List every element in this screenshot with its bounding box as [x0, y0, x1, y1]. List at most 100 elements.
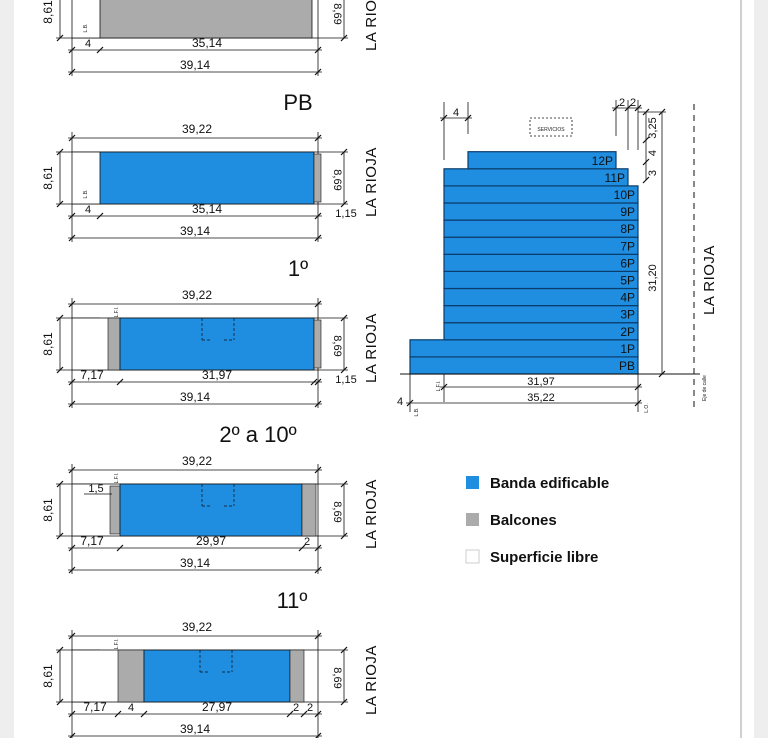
dim-tick: [642, 158, 650, 166]
dim-inner-label: 4: [128, 702, 134, 714]
floor-label: 8P: [620, 222, 635, 236]
dim-right-label: 8,69: [331, 501, 343, 522]
floor-row-9P: [443, 202, 639, 221]
dim-right-small2-label: 2: [307, 702, 313, 714]
buildable-band: [119, 483, 303, 537]
lb-label: L.B.: [83, 24, 89, 33]
legend-label: Balcones: [490, 512, 557, 529]
plan-title: PB: [283, 90, 312, 115]
dim-left-label: 7,17: [83, 700, 107, 714]
core-outline: [201, 318, 235, 341]
setback-label: 4: [453, 107, 459, 119]
dim-tick: [658, 370, 666, 378]
dim-total-top-label: 39,22: [182, 620, 212, 634]
floor-row-3P: [443, 305, 639, 324]
section-street-label: LA RIOJA: [701, 245, 718, 315]
floor-plans: 8,61 L.B. 8,69 LA RIOJA 4 35,14 39,14 PB 39,22 8,…: [41, 0, 380, 738]
dim-total-bottom-label: 39,14: [180, 224, 210, 238]
dim-mid-label: 31,97: [202, 368, 232, 382]
lfi-label: L.F.I.: [114, 639, 120, 650]
floor-label: 5P: [620, 274, 635, 288]
dim-total-top-label: 39,22: [182, 454, 212, 468]
floor-row-1P: [409, 339, 639, 358]
balcony-strip: [117, 649, 145, 703]
scan-frame-right: [754, 0, 768, 738]
dim-right-label: 8,69: [331, 335, 343, 356]
dim-total-bottom-label: 39,14: [180, 556, 210, 570]
dim-bottom-mid-label: 31,97: [527, 376, 555, 388]
dim-tick: [140, 710, 148, 718]
dim-mid-label: 35,14: [192, 202, 222, 216]
legend-swatch-balcony: [466, 513, 479, 526]
section-lfi-label: L.F.I.: [436, 381, 442, 392]
dim-tick: [612, 104, 620, 112]
balcony-strip: [107, 317, 121, 371]
dim-total-top-label: 39,22: [182, 288, 212, 302]
legend: Banda edificable Balcones Superficie libre: [465, 475, 609, 566]
floor-label: 11P: [605, 171, 625, 185]
dim-tick: [440, 383, 448, 391]
dim-right-label: 8,69: [331, 169, 343, 190]
lb-label: L.B.: [83, 190, 89, 199]
floor-label: 9P: [620, 205, 635, 219]
dim-tick: [114, 710, 122, 718]
dim-mid-label: 29,97: [196, 534, 226, 548]
dim-left-label: 7,17: [80, 368, 104, 382]
legend-swatch-free: [465, 549, 480, 564]
dim-tick: [96, 46, 104, 54]
dim-tick: [634, 383, 642, 391]
dim-tick: [440, 114, 448, 122]
dim-tick: [634, 399, 642, 407]
floor-label: 12P: [592, 154, 613, 168]
top-right2-label: 2: [630, 97, 636, 109]
floor-row-12P: [467, 151, 617, 170]
legend-swatch-buildable: [466, 476, 479, 489]
floor-row-2P: [443, 322, 639, 341]
legend-label: Banda edificable: [490, 475, 609, 492]
floor-row-PB: [409, 356, 639, 375]
servicios-label: SERVICIOS: [537, 127, 565, 133]
floor-row-8P: [443, 219, 639, 238]
balcony-strip: [313, 319, 322, 369]
core-outline: [201, 484, 235, 507]
dim-depth-label: 8,61: [41, 166, 55, 190]
floor-row-11P: [443, 168, 629, 187]
dim-total-top-label: 39,22: [182, 122, 212, 136]
dim-total-bottom-label: 39,14: [180, 58, 210, 72]
dim-h1-label: 3,25: [647, 117, 659, 138]
dim-depth-label: 8,61: [41, 664, 55, 688]
street-label: LA RIOJA: [363, 147, 380, 217]
floor-row-7P: [443, 236, 639, 255]
dim-left-label: 4: [85, 204, 91, 216]
dim-tick: [116, 544, 124, 552]
street-label: LA RIOJA: [363, 645, 380, 715]
street-label: LA RIOJA: [363, 479, 380, 549]
balcony-strip: [301, 483, 317, 537]
plan-title: 1º: [288, 256, 308, 281]
floor-label: 3P: [620, 308, 635, 322]
dim-tick: [286, 710, 294, 718]
balcony-strip: [313, 153, 322, 203]
dim-h2-label: 4: [647, 150, 659, 156]
floor-label: 2P: [620, 325, 635, 339]
floor-label: 1P: [620, 342, 635, 356]
dim-right-small-label: 2: [304, 536, 310, 548]
balcony-strip: [289, 649, 305, 703]
top-right-label: 2: [619, 97, 625, 109]
floor-label: 4P: [620, 291, 635, 305]
servicios-box: [529, 117, 573, 137]
floor-plan-1: PB 39,22 8,61 L.B. 8,69 LA RIOJA 4 35,14 1,15 39,…: [41, 90, 380, 242]
dim-mid-label: 27,97: [202, 700, 232, 714]
building-section: PB 1P 2P 3P 4P 5P 6P 7P 8P 9P 10P 11P 12P SERVICIOS 4 2…: [397, 97, 718, 416]
core-outline: [199, 650, 233, 673]
dim-tick: [310, 378, 318, 386]
dim-total-bottom-label: 39,14: [180, 722, 210, 736]
balcony-strip: [99, 0, 313, 39]
floor-row-10P: [443, 185, 639, 204]
scan-frame-left: [0, 0, 14, 738]
lfi-label: L.F.I.: [114, 307, 120, 318]
dim-depth-label: 8,61: [41, 332, 55, 356]
dim-mid-label: 35,14: [192, 36, 222, 50]
